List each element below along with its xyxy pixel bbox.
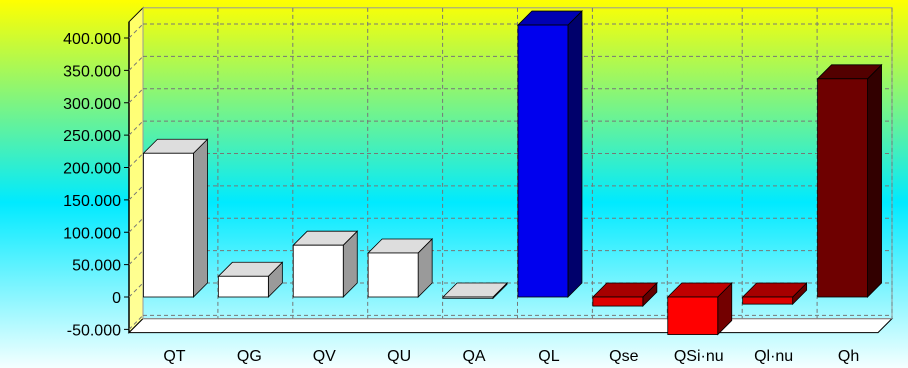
y-tick-label: 150.000 [63,193,121,210]
y-tick-label: 350.000 [63,63,121,80]
bar-front [217,275,269,298]
x-tick-label: QV [313,348,336,365]
y-tick-label: 100.000 [63,225,121,242]
bar-side [867,63,882,298]
gridline-wall [128,23,144,39]
bar-front [592,296,644,307]
bars-layer [142,10,883,336]
gridline-wall [128,153,144,168]
bar-qa [442,282,509,300]
bar-front [742,296,794,305]
x-tick-label: QT [163,348,185,365]
gridline-wall [128,56,144,71]
y-tick-label: 200.000 [63,161,121,178]
x-tick-label: QA [462,348,485,365]
bar-qv [292,230,359,298]
bar-qg [217,261,284,298]
gridline-wall [128,315,144,330]
bar-qsi-nu [666,282,733,336]
y-tick-label: 0 [112,290,121,307]
bar-side [193,138,208,298]
y-tick-label: 400.000 [63,31,121,48]
gridline-wall [128,250,144,265]
y-tick-label: 300.000 [63,96,121,113]
x-tick-label: QL [538,348,559,365]
bar-ql [516,10,583,298]
bar-front [292,244,344,298]
bar-qu [367,238,434,298]
bar-front [442,296,494,299]
x-tick-label: Ql·nu [754,348,793,365]
bar-qse [591,282,658,308]
x-tick-label: Qh [838,348,859,365]
gridline-wall [128,185,144,201]
bar-front [667,296,719,335]
bar-qh [816,63,883,298]
gridline-wall [128,88,144,104]
bar-ql-nu [741,282,808,306]
bar-front [143,152,194,298]
y-tick-label: -50.000 [67,322,121,339]
x-tick-label: QG [237,348,262,365]
bar-front [367,252,419,298]
gridline-wall [128,282,144,298]
gridline-wall [128,120,144,136]
y-tick-label: 50.000 [72,258,121,275]
bar-front [517,24,569,298]
gridline-wall [128,217,144,233]
bar-front [817,78,868,298]
x-tick-label: QU [387,348,411,365]
chart-left-wall [128,6,144,334]
bar-side [567,10,583,298]
chart-floor [127,318,894,334]
labels-layer: 400.000 350.000 300.000 250.000 200.000 150.0… [63,31,859,365]
bar-qt [142,138,209,298]
x-tick-label: QSi·nu [674,348,724,365]
x-tick-label: Qse [609,348,638,365]
y-tick-label: 250.000 [63,128,121,145]
